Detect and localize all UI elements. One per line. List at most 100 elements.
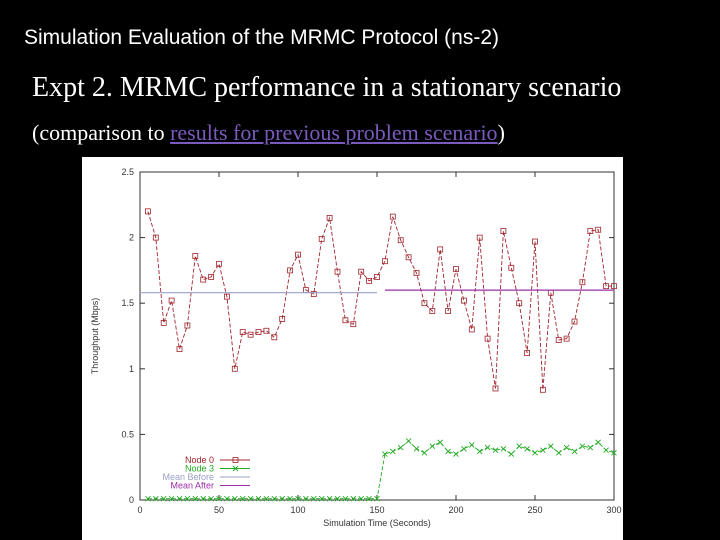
node0-point: [326, 215, 333, 221]
node3-point: [358, 495, 365, 502]
node3-point: [437, 439, 444, 446]
node3-point: [476, 448, 483, 455]
node0-point: [453, 266, 459, 272]
node0-point: [532, 238, 538, 245]
node3-point: [492, 447, 499, 453]
node0-point: [271, 334, 278, 341]
node0-point: [421, 300, 428, 307]
node0-point: [611, 283, 617, 290]
node0-point: [160, 319, 167, 326]
legend-label: Mean Before: [162, 472, 214, 482]
legend-label: Node 3: [185, 464, 214, 474]
node3-point: [374, 495, 380, 502]
node0-point: [223, 293, 230, 300]
node3-point: [350, 495, 357, 502]
slide-subheading: (comparison to results for previous prob…: [32, 120, 505, 146]
node3-point: [200, 495, 207, 502]
node3-point: [461, 446, 467, 452]
node3-point: [571, 448, 578, 455]
node3-point: [563, 444, 570, 451]
node3-point: [587, 444, 594, 451]
subheading-close-text: ): [497, 120, 505, 145]
node0-point: [508, 264, 515, 271]
x-tick-label: 300: [606, 505, 621, 515]
node3-point: [326, 495, 333, 502]
node3-point: [595, 439, 602, 446]
node3-point: [603, 447, 609, 453]
node3-point: [208, 495, 214, 502]
node0-point: [366, 277, 373, 284]
node3-point: [366, 495, 372, 502]
node3-point: [516, 443, 523, 450]
node0-point: [342, 317, 349, 324]
node0-point: [595, 226, 602, 233]
node3-point: [342, 495, 349, 502]
node3-point: [500, 446, 507, 452]
node3-point: [247, 495, 254, 502]
node0-point: [176, 346, 183, 353]
node0-point: [437, 246, 444, 253]
node3-point: [287, 495, 293, 502]
node0-point: [192, 253, 199, 259]
slide-heading: Expt 2. MRMC performance in a stationary…: [32, 72, 622, 103]
node0-point: [603, 283, 609, 290]
node3-point: [445, 448, 451, 455]
node0-point: [429, 308, 436, 314]
previous-scenario-link[interactable]: results for previous problem scenario: [170, 120, 498, 145]
node0-point: [168, 297, 175, 304]
node3-point: [579, 443, 586, 450]
legend-marker: [232, 465, 239, 472]
node0-point: [413, 270, 420, 276]
node3-point: [303, 495, 309, 502]
node3-point: [176, 495, 183, 502]
legend-label: Node 0: [185, 455, 214, 465]
node0-point: [389, 213, 396, 220]
node0-point: [516, 300, 523, 307]
node3-point: [255, 495, 262, 502]
node0-point: [208, 274, 214, 280]
node0-point: [468, 326, 475, 333]
node0-point: [310, 291, 317, 297]
node0-point: [571, 318, 578, 325]
node3-point: [318, 495, 325, 502]
node0-point: [200, 276, 207, 283]
node3-point: [611, 449, 617, 456]
node0-point: [460, 297, 467, 304]
node0-point: [287, 267, 294, 274]
node0-point: [555, 337, 562, 343]
node0-point: [247, 331, 254, 338]
node3-point: [279, 495, 286, 502]
y-tick-label: 1: [129, 364, 134, 374]
y-axis-label: Throughput (Mbps): [90, 298, 100, 375]
node0-point: [318, 236, 325, 242]
node3-point: [231, 495, 238, 502]
throughput-chart: 0 0.5 1 1.5 2 2.5 0 50 100 150 200 250 300 Simulation…: [90, 167, 622, 528]
legend-label: Mean After: [170, 481, 214, 491]
node0-point: [563, 335, 570, 342]
x-tick-label: 100: [290, 505, 305, 515]
node0-point: [263, 327, 270, 334]
node3-point: [216, 495, 222, 502]
series-line-1: [147, 440, 615, 500]
node3-point: [389, 448, 396, 455]
node3-point: [540, 447, 546, 453]
node3-point: [271, 495, 278, 502]
node0-point: [539, 386, 546, 393]
node0-point: [145, 208, 151, 215]
node3-point: [421, 449, 428, 456]
node0-point: [231, 365, 238, 372]
chart-panel: 0 0.5 1 1.5 2 2.5 0 50 100 150 200 250 300 Simulation…: [82, 157, 623, 540]
x-tick-label: 0: [137, 505, 142, 515]
x-tick-label: 200: [448, 505, 463, 515]
y-tick-label: 0: [129, 495, 134, 505]
node3-point: [334, 495, 341, 502]
x-tick-label: 250: [527, 505, 542, 515]
node0-point: [255, 329, 262, 335]
node0-point: [295, 251, 301, 258]
plot-frame: [139, 171, 615, 501]
node3-point: [239, 495, 246, 502]
node3-point: [152, 495, 159, 502]
node0-point: [381, 258, 388, 265]
node3-point: [382, 451, 388, 457]
node3-point: [555, 449, 562, 456]
